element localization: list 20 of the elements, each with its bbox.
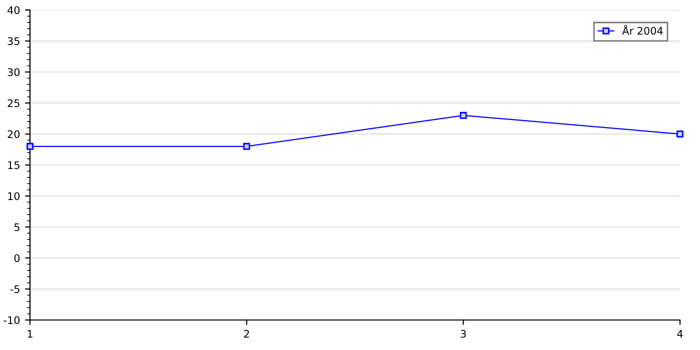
x-tick-label: 2 (244, 330, 249, 338)
y-tick-label: 0 (14, 254, 20, 262)
legend-label: År 2004 (622, 24, 663, 35)
point (26, 142, 34, 150)
y-tick-label: -5 (10, 285, 20, 294)
point (460, 112, 467, 119)
y-tick-label: 15 (8, 161, 20, 170)
x-tick-label: 3 (460, 330, 466, 338)
x-tick-label: 4 (677, 330, 683, 338)
y-tick-label: 10 (8, 192, 20, 200)
y-tick-label: 5 (14, 223, 20, 232)
point (243, 142, 250, 150)
x-tick-label: 1 (28, 330, 32, 338)
point (676, 130, 684, 138)
y-tick-label: 30 (8, 68, 20, 76)
y-tick-label: -10 (4, 316, 20, 324)
y-tick-label: 35 (8, 37, 20, 46)
y-tick-label: 20 (8, 130, 20, 138)
y-tick-label: 25 (8, 99, 20, 108)
y-tick-label: 40 (8, 6, 20, 14)
